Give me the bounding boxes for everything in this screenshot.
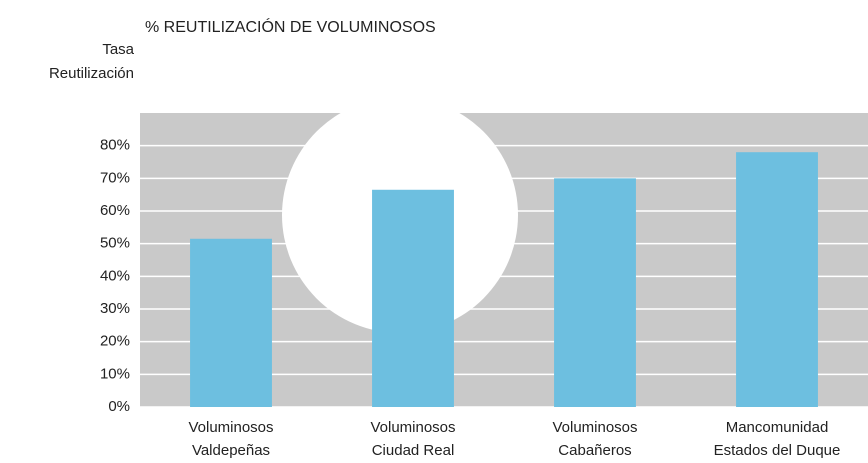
chart: % REUTILIZACIÓN DE VOLUMINOSOS Tasa Reut… bbox=[0, 0, 868, 463]
y-tick-label: 60% bbox=[100, 202, 130, 219]
bar bbox=[736, 152, 818, 407]
y-axis-label: Tasa bbox=[102, 41, 134, 58]
y-axis-label: Reutilización bbox=[49, 65, 134, 82]
x-tick-label: Voluminosos bbox=[370, 419, 455, 436]
y-tick-label: 10% bbox=[100, 365, 130, 382]
x-tick-label: Voluminosos bbox=[552, 419, 637, 436]
x-tick-label: Valdepeñas bbox=[192, 442, 270, 459]
bar bbox=[554, 178, 636, 407]
bar bbox=[372, 190, 454, 407]
y-tick-label: 30% bbox=[100, 300, 130, 317]
chart-title: % REUTILIZACIÓN DE VOLUMINOSOS bbox=[145, 17, 436, 36]
x-tick-label: Estados del Duque bbox=[714, 442, 841, 459]
y-tick-label: 40% bbox=[100, 267, 130, 284]
x-tick-label: Mancomunidad bbox=[726, 419, 829, 436]
bar bbox=[190, 239, 272, 407]
x-tick-label: Cabañeros bbox=[558, 442, 631, 459]
x-tick-label: Voluminosos bbox=[188, 419, 273, 436]
x-tick-label: Ciudad Real bbox=[372, 442, 455, 459]
y-tick-label: 0% bbox=[108, 398, 130, 415]
page: % REUTILIZACIÓN DE VOLUMINOSOS Tasa Reut… bbox=[0, 0, 868, 463]
y-tick-label: 20% bbox=[100, 333, 130, 350]
y-tick-label: 50% bbox=[100, 235, 130, 252]
y-tick-label: 70% bbox=[100, 169, 130, 186]
y-tick-label: 80% bbox=[100, 137, 130, 154]
